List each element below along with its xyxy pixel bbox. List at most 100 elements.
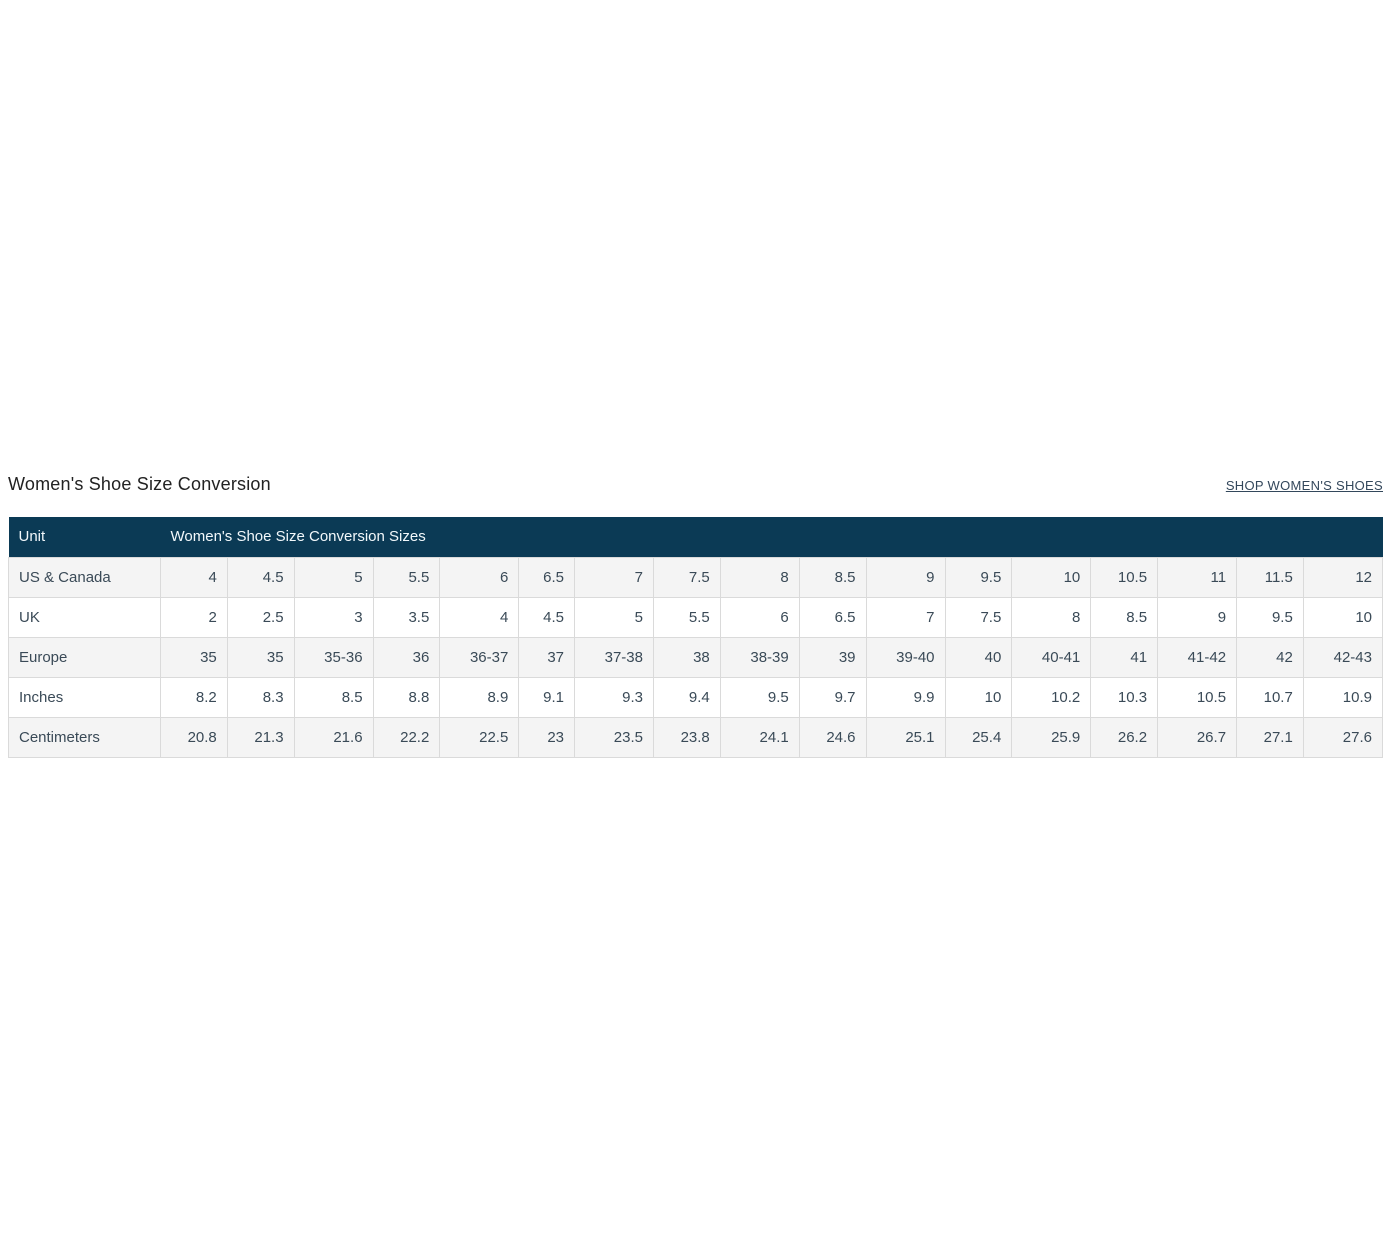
size-value-cell: 21.3: [226, 716, 295, 758]
size-table-body: US & Canada 4 4.5 5 5.5 6 6.5 7 7.5 8 8.5 9 9.5 10 10.…: [8, 556, 1384, 758]
size-value-cell: 2.5: [226, 596, 295, 638]
size-value-cell: 8.5: [798, 556, 867, 598]
table-row: UK 2 2.5 3 3.5 4 4.5 5 5.5 6 6.5 7 7.5 8 8.5 9 9.5 10: [8, 596, 1384, 638]
size-value-cell: 23.8: [652, 716, 721, 758]
size-value-cell: 42: [1236, 636, 1304, 678]
size-value-cell: 11.5: [1236, 556, 1304, 598]
size-value-cell: 23: [518, 716, 575, 758]
size-value-cell: 10: [1011, 556, 1092, 598]
size-value-cell: 24.6: [798, 716, 867, 758]
size-value-cell: 35-36: [293, 636, 374, 678]
size-value-cell: 27.1: [1236, 716, 1304, 758]
size-value-cell: 20.8: [160, 716, 228, 758]
table-head: Unit Women's Shoe Size Conversion Sizes: [8, 517, 1383, 557]
size-value-cell: 10.2: [1011, 676, 1092, 718]
size-value-cell: 24.1: [719, 716, 800, 758]
size-value-cell: 35: [226, 636, 295, 678]
size-value-cell: 8.9: [439, 676, 520, 718]
size-value-cell: 26.7: [1157, 716, 1238, 758]
size-value-cell: 39-40: [865, 636, 946, 678]
size-value-cell: 8.3: [226, 676, 295, 718]
size-value-cell: 36: [372, 636, 441, 678]
size-value-cell: 23.5: [574, 716, 654, 758]
row-label: Centimeters: [8, 716, 161, 758]
size-value-cell: 9: [1157, 596, 1238, 638]
size-value-cell: 25.4: [944, 716, 1013, 758]
size-value-cell: 2: [160, 596, 228, 638]
size-value-cell: 4: [439, 596, 520, 638]
size-value-cell: 40: [944, 636, 1013, 678]
table-header-row: Unit Women's Shoe Size Conversion Sizes: [8, 517, 1383, 557]
size-value-cell: 5: [574, 596, 654, 638]
size-value-cell: 8.5: [1090, 596, 1159, 638]
size-value-cell: 4: [160, 556, 228, 598]
table-row: Inches 8.2 8.3 8.5 8.8 8.9 9.1 9.3 9.4 9.5 9.7 9.9 1…: [8, 676, 1384, 718]
table-row: Centimeters 20.8 21.3 21.6 22.2 22.5 23 23.5 23.…: [8, 716, 1384, 758]
size-value-cell: 25.9: [1011, 716, 1092, 758]
size-value-cell: 10.5: [1090, 556, 1159, 598]
size-value-cell: 8.5: [293, 676, 374, 718]
size-value-cell: 36-37: [439, 636, 520, 678]
size-value-cell: 7.5: [652, 556, 721, 598]
size-value-cell: 9.7: [798, 676, 867, 718]
row-label: UK: [8, 596, 161, 638]
size-value-cell: 8.2: [160, 676, 228, 718]
size-value-cell: 6: [719, 596, 800, 638]
size-value-cell: 9.1: [518, 676, 575, 718]
size-value-cell: 8.8: [372, 676, 441, 718]
table-row: Europe 35 35 35-36 36 36-37 37 37-38 38 38-39 39 39…: [8, 636, 1384, 678]
size-value-cell: 39: [798, 636, 867, 678]
size-value-cell: 6.5: [798, 596, 867, 638]
size-value-cell: 26.2: [1090, 716, 1159, 758]
size-value-cell: 5.5: [372, 556, 441, 598]
size-value-cell: 3: [293, 596, 374, 638]
size-value-cell: 37-38: [574, 636, 654, 678]
size-value-cell: 7: [865, 596, 946, 638]
size-value-cell: 12: [1302, 556, 1384, 598]
size-value-cell: 4.5: [226, 556, 295, 598]
size-value-cell: 10: [944, 676, 1013, 718]
size-value-cell: 22.5: [439, 716, 520, 758]
row-label: Europe: [8, 636, 161, 678]
size-value-cell: 6.5: [518, 556, 575, 598]
size-value-cell: 5: [293, 556, 374, 598]
section-header: Women's Shoe Size Conversion SHOP WOMEN'…: [8, 0, 1383, 495]
size-value-cell: 9.5: [719, 676, 800, 718]
size-value-cell: 10: [1302, 596, 1384, 638]
size-value-cell: 10.7: [1236, 676, 1304, 718]
unit-column-header: Unit: [8, 517, 161, 557]
size-value-cell: 8: [719, 556, 800, 598]
size-value-cell: 11: [1157, 556, 1238, 598]
size-value-cell: 38: [652, 636, 721, 678]
page-title: Women's Shoe Size Conversion: [8, 474, 271, 494]
size-value-cell: 9.5: [1236, 596, 1304, 638]
row-label: Inches: [8, 676, 161, 718]
size-value-cell: 10.9: [1302, 676, 1384, 718]
size-value-cell: 40-41: [1011, 636, 1092, 678]
size-value-cell: 7.5: [944, 596, 1013, 638]
size-value-cell: 5.5: [652, 596, 721, 638]
size-value-cell: 7: [574, 556, 654, 598]
size-value-cell: 9: [865, 556, 946, 598]
size-value-cell: 4.5: [518, 596, 575, 638]
size-value-cell: 41: [1090, 636, 1159, 678]
size-value-cell: 3.5: [372, 596, 441, 638]
size-value-cell: 35: [160, 636, 228, 678]
size-value-cell: 38-39: [719, 636, 800, 678]
size-value-cell: 9.9: [865, 676, 946, 718]
size-value-cell: 42-43: [1302, 636, 1384, 678]
size-value-cell: 9.4: [652, 676, 721, 718]
size-value-cell: 21.6: [293, 716, 374, 758]
sizes-column-header: Women's Shoe Size Conversion Sizes: [160, 517, 1383, 557]
row-label: US & Canada: [8, 556, 161, 598]
size-value-cell: 10.3: [1090, 676, 1159, 718]
size-value-cell: 22.2: [372, 716, 441, 758]
shop-womens-shoes-link[interactable]: SHOP WOMEN'S SHOES: [1225, 478, 1383, 493]
size-conversion-table: Unit Women's Shoe Size Conversion Sizes …: [8, 517, 1384, 758]
size-value-cell: 25.1: [865, 716, 946, 758]
table-row: US & Canada 4 4.5 5 5.5 6 6.5 7 7.5 8 8.5 9 9.5 10 10.…: [8, 556, 1384, 598]
size-value-cell: 37: [518, 636, 575, 678]
size-value-cell: 8: [1011, 596, 1092, 638]
size-value-cell: 9.3: [574, 676, 654, 718]
